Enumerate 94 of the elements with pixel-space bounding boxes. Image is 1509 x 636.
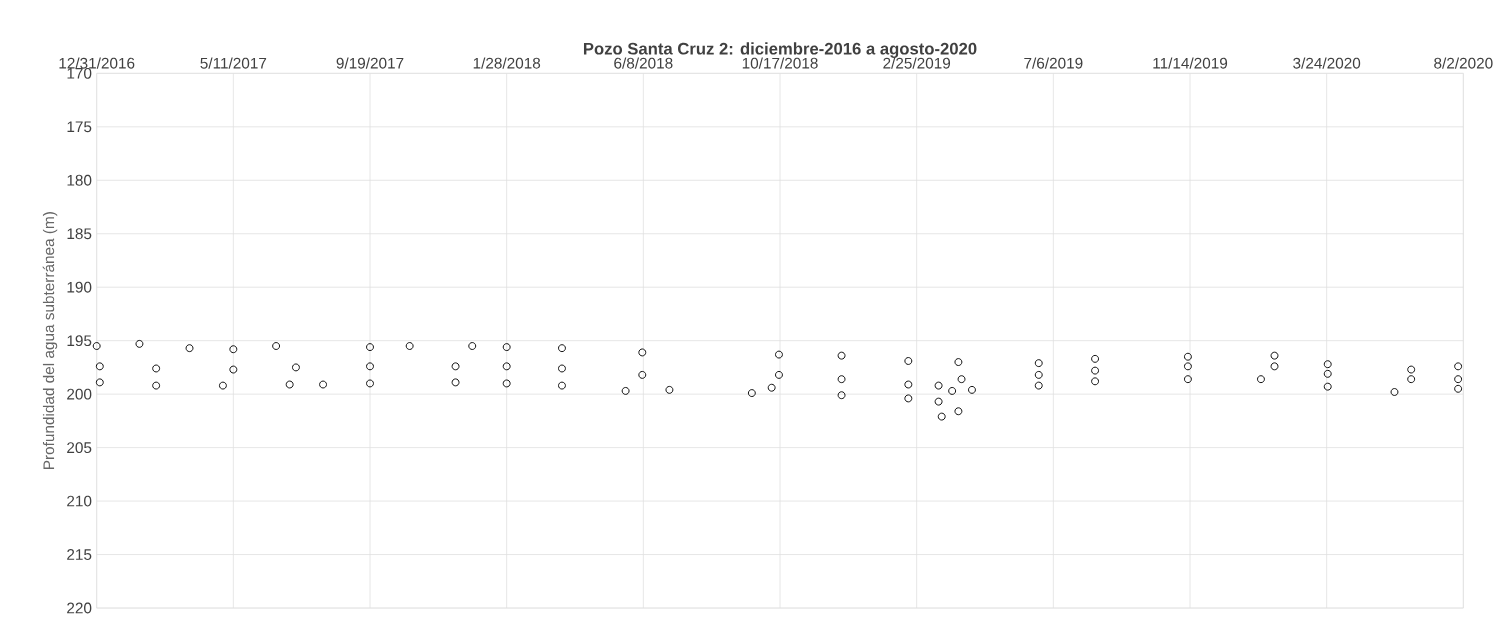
point [229,345,238,354]
point [185,344,194,353]
point [502,379,511,388]
point [837,351,846,360]
point [1323,369,1332,378]
point [621,387,630,395]
x-tick-label: 2/25/2019 [883,57,951,69]
y-tick-label: 215 [67,549,92,560]
point [1390,388,1399,396]
point [558,364,566,373]
point [904,394,913,403]
point [1323,360,1332,369]
y-tick-label: 190 [67,281,92,293]
point [968,385,976,394]
point [1034,370,1043,379]
y-tick-label: 180 [67,174,92,186]
point [95,362,104,371]
point [904,357,913,365]
point [558,381,566,390]
point [767,383,776,392]
point [366,379,374,388]
x-tick-label: 9/19/2017 [336,57,404,69]
point [366,362,374,371]
point [1183,375,1192,384]
point [92,342,101,350]
point [319,380,327,389]
point [1183,352,1192,361]
chart-title: Pozo Santa Cruz 2: diciembre-2016 a agosto-2020 [583,42,977,58]
y-tick-label: 205 [67,442,92,454]
y-tick-label: 175 [67,121,92,133]
point [1454,362,1463,371]
point [1091,377,1100,386]
point [948,387,957,395]
point [837,391,846,400]
point [558,344,566,353]
y-tick-label: 195 [67,335,92,347]
point [218,381,227,390]
point [1407,365,1416,374]
point [135,339,144,348]
x-tick-label: 5/11/2017 [200,57,267,69]
point [95,378,104,387]
point [1454,375,1463,384]
point [152,381,161,390]
point [502,362,511,371]
point [1454,384,1463,393]
y-tick-label: 220 [67,602,92,614]
point [954,358,963,366]
x-tick-label: 6/8/2018 [614,57,673,69]
point [292,363,300,372]
point [775,370,783,379]
point [904,380,913,389]
point [1257,375,1265,384]
point [638,348,647,357]
point [1091,354,1100,363]
x-tick-label: 1/28/2018 [473,57,541,69]
point [775,350,783,359]
point [1034,359,1043,368]
point [366,343,374,352]
point [1183,362,1192,371]
point [405,342,414,350]
point [954,407,963,416]
point [1091,366,1100,375]
y-tick-label: 210 [67,495,92,507]
x-tick-label: 10/17/2018 [742,57,818,69]
point [152,364,161,373]
point [451,378,460,387]
x-tick-label: 11/14/2019 [1153,57,1228,69]
point [272,342,281,350]
x-tick-label: 7/6/2019 [1024,57,1083,69]
point [638,370,647,379]
point [837,375,846,384]
x-tick-label: 8/2/2020 [1434,57,1493,69]
point [285,380,294,389]
point [747,389,756,398]
point [1270,362,1279,371]
y-tick-label: 200 [67,388,92,400]
point [1034,381,1043,390]
point [934,397,943,406]
point [1270,351,1279,360]
point [502,343,511,352]
y-tick-label: 185 [67,228,92,240]
point [934,381,943,390]
x-tick-label: 12/31/2016 [59,57,135,69]
point [229,365,238,374]
y-tick-label: 170 [67,67,92,79]
point [468,342,477,350]
point [451,362,460,371]
point [1407,375,1416,384]
point [1323,382,1332,391]
y-axis-title: Profundidad del agua subterránea (m) [42,212,58,469]
x-tick-label: 3/24/2020 [1293,57,1361,69]
point [937,412,946,421]
point [957,375,966,384]
point [665,385,674,394]
